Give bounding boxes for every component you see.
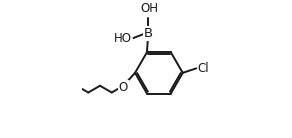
Text: O: O bbox=[119, 81, 128, 94]
Text: B: B bbox=[144, 27, 153, 40]
Text: HO: HO bbox=[114, 31, 131, 45]
Text: Cl: Cl bbox=[198, 62, 209, 75]
Text: OH: OH bbox=[140, 2, 158, 15]
